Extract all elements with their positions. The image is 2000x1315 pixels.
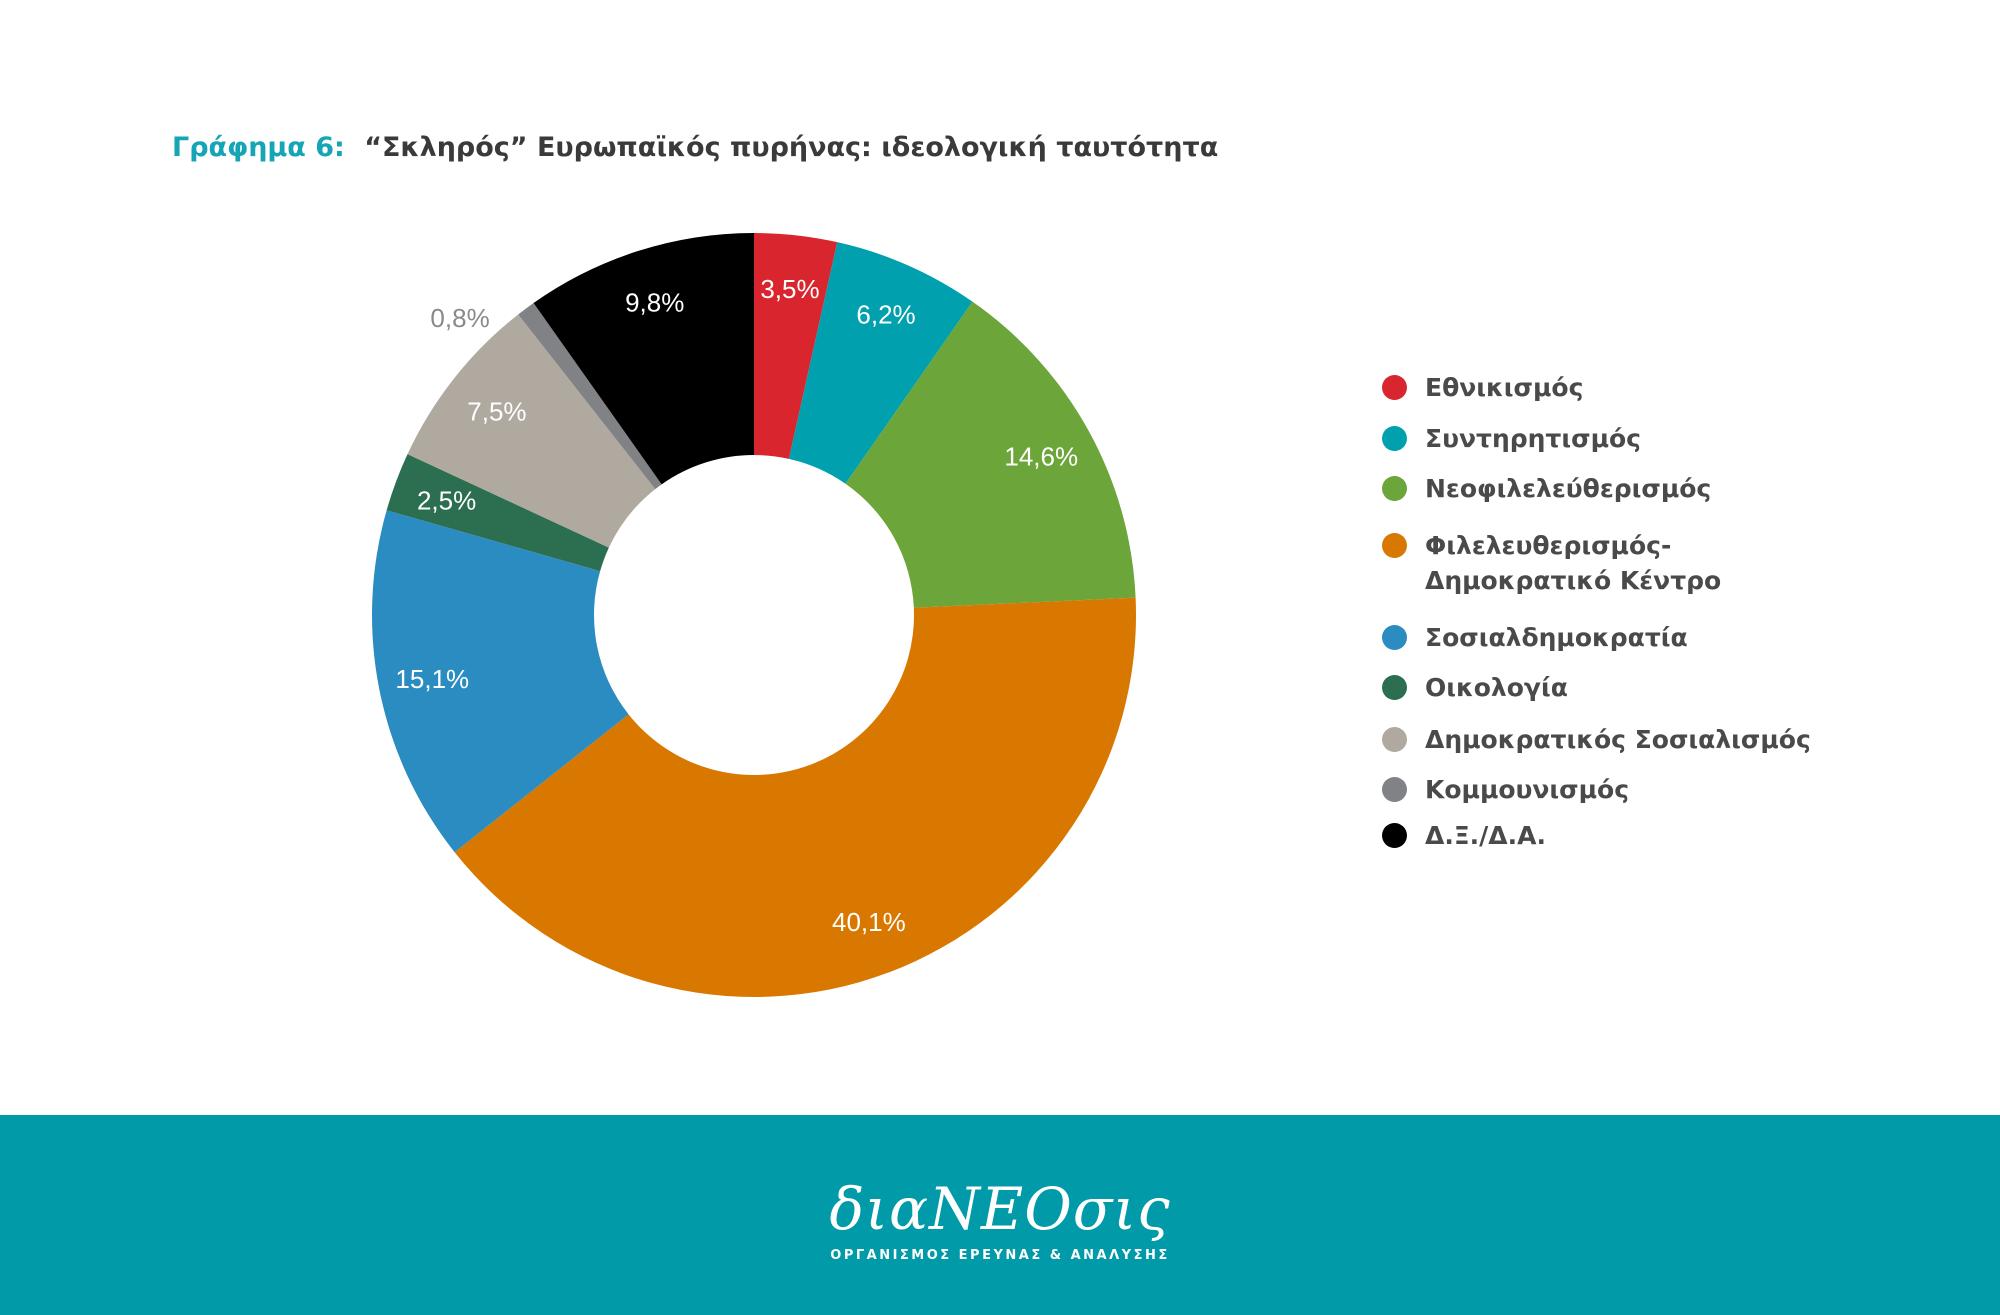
slice-2 [845,301,1136,608]
legend-swatch-8 [1382,823,1407,848]
slice-5 [386,454,609,572]
legend-item-3: Φιλελευθερισμός- Δημοκρατικό Κέντρο [1382,528,1721,598]
slice-label-8: 9,8% [625,287,684,317]
slice-4 [372,510,629,853]
slice-0 [754,233,838,459]
legend-item-6: Δημοκρατικός Σοσιαλισμός [1382,722,1811,757]
legend-label-8: Δ.Ξ./Δ.Α. [1425,821,1546,850]
legend-swatch-6 [1382,727,1407,752]
dianeosis-logo: διαΝΕΟσις [829,1175,1171,1243]
footer-tagline: ΟΡΓΑΝΙΣΜΟΣ ΕΡΕΥΝΑΣ & ΑΝΑΛΥΣΗΣ [830,1248,1170,1263]
chart-title-prefix: Γράφημα 6: [172,132,345,163]
legend-label-7: Κομμουνισμός [1425,775,1630,804]
legend-swatch-1 [1382,426,1407,451]
legend-item-4: Σοσιαλδημοκρατία [1382,620,1688,655]
chart-title-text: “Σκληρός” Ευρωπαϊκός πυρήνας: ιδεολογική… [364,132,1219,163]
slice-label-4: 15,1% [395,664,469,694]
legend-item-1: Συντηρητισμός [1382,421,1641,456]
legend-swatch-4 [1382,625,1407,650]
slice-3 [454,597,1136,997]
legend-label-1: Συντηρητισμός [1425,424,1641,453]
footer-banner: διαΝΕΟσις [0,1115,2000,1315]
donut-chart: 3,5% 6,2% 14,6% 40,1% 15,1% 2,5% 7,5% 0,8% 9,8% [372,233,1136,997]
slice-label-3: 40,1% [832,907,906,937]
legend-item-7: Κομμουνισμός [1382,772,1629,807]
legend-label-5: Οικολογία [1425,673,1568,702]
legend-swatch-3 [1382,533,1407,558]
legend-swatch-7 [1382,777,1407,802]
legend-label-0: Εθνικισμός [1425,373,1584,402]
slice-label-7: 0,8% [430,303,489,333]
slice-8 [533,233,754,485]
legend-item-2: Νεοφιλελεύθερισμός [1382,471,1711,506]
legend-item-8: Δ.Ξ./Δ.Α. [1382,818,1546,853]
slice-label-1: 6,2% [856,300,915,330]
slice-6 [407,314,656,548]
legend-label-4: Σοσιαλδημοκρατία [1425,623,1688,652]
legend-label-6: Δημοκρατικός Σοσιαλισμός [1425,725,1811,754]
legend-label-2: Νεοφιλελεύθερισμός [1425,474,1712,503]
slice-label-0: 3,5% [760,274,819,304]
legend-swatch-2 [1382,476,1407,501]
slice-label-2: 14,6% [1004,442,1078,472]
legend-swatch-0 [1382,375,1407,400]
slice-label-5: 2,5% [417,486,476,516]
legend-swatch-5 [1382,675,1407,700]
slice-1 [788,242,973,484]
chart-title: Γράφημα 6: “Σκληρός” Ευρωπαϊκός πυρήνας:… [172,132,1218,163]
legend-label-3: Φιλελευθερισμός- Δημοκρατικό Κέντρο [1425,531,1722,595]
slice-label-6: 7,5% [467,396,526,426]
legend-item-5: Οικολογία [1382,670,1568,705]
slice-7 [518,303,662,490]
legend-item-0: Εθνικισμός [1382,370,1583,405]
